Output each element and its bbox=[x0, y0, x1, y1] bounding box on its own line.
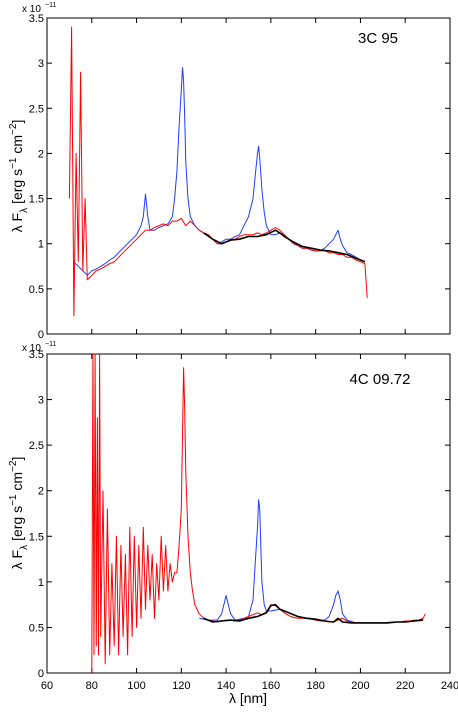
ylabel-close: ] bbox=[9, 457, 25, 461]
ytick-label: 0.5 bbox=[29, 622, 44, 634]
svg-text:λ Fλ[erg s−1 cm−2]: λ Fλ [erg s−1 cm−2] bbox=[8, 120, 30, 233]
panel-bottom: 4C 09.72 x 10 −11 λ Fλ [erg s−1 cm−2] 0 0.… bbox=[8, 341, 458, 706]
ytick-label: 2.5 bbox=[29, 103, 44, 115]
ylabel-sub: λ bbox=[19, 208, 30, 213]
panel-top-ylabel: λ Fλ [erg s−1 cm−2] bbox=[8, 120, 30, 233]
xtick-label: 180 bbox=[306, 680, 324, 692]
panel-top-xticks bbox=[46, 18, 451, 334]
panel-top-scale-label: x 10 −11 bbox=[22, 2, 56, 15]
ylabel-lambda-f: λ F bbox=[9, 550, 25, 569]
ytick-label: 2 bbox=[38, 486, 44, 498]
panel-bottom-series bbox=[91, 353, 426, 674]
panel-top-scale-power: −11 bbox=[45, 2, 56, 9]
xtick-label: 220 bbox=[396, 680, 414, 692]
ytick-label: 3.5 bbox=[29, 349, 44, 361]
panel-bottom-xticks: 60 80 100 120 140 160 180 200 220 240 bbox=[41, 354, 458, 692]
panel-bottom-black-smoothed-line bbox=[203, 603, 424, 624]
xtick-label: 140 bbox=[217, 680, 235, 692]
ytick-label: 2.5 bbox=[29, 440, 44, 452]
panel-top-series bbox=[68, 26, 368, 317]
xtick-label: 60 bbox=[41, 680, 53, 692]
xtick-label: 160 bbox=[262, 680, 280, 692]
ylabel-exp1: −1 bbox=[8, 157, 19, 169]
ylabel-exp1: −1 bbox=[8, 494, 19, 506]
ytick-label: 1 bbox=[38, 577, 44, 589]
panel-bottom-scale-label: x 10 −11 bbox=[22, 341, 56, 354]
ylabel-lambda-f: λ F bbox=[9, 213, 25, 232]
ytick-label: 1 bbox=[38, 239, 44, 251]
panel-bottom-yticks: 0 0.5 1 1.5 2 2.5 3 3.5 bbox=[29, 349, 450, 680]
panel-bottom-ylabel: λ Fλ [erg s−1 cm−2] bbox=[8, 457, 30, 570]
panel-top-frame bbox=[46, 17, 451, 335]
panel-bottom-frame bbox=[46, 353, 451, 674]
ytick-label: 3 bbox=[38, 395, 44, 407]
xtick-label: 80 bbox=[86, 680, 98, 692]
panel-bottom-scale-base: x 10 bbox=[22, 343, 41, 354]
panel-top-title: 3C 95 bbox=[358, 30, 398, 47]
xtick-label: 240 bbox=[441, 680, 458, 692]
xtick-label: 100 bbox=[127, 680, 145, 692]
ytick-label: 0 bbox=[38, 329, 44, 341]
ytick-label: 0.5 bbox=[29, 284, 44, 296]
ylabel-units: [erg s bbox=[9, 506, 25, 541]
ylabel-close: ] bbox=[9, 120, 25, 124]
ytick-label: 2 bbox=[38, 148, 44, 160]
panel-top: 3C 95 x 10 −11 λ Fλ [erg s−1 cm−2] 0 0.5 1 1… bbox=[8, 2, 451, 341]
ytick-label: 0 bbox=[38, 668, 44, 680]
ylabel-cm: cm bbox=[9, 472, 25, 495]
panel-top-black-smoothed-line bbox=[203, 229, 366, 263]
ytick-label: 3 bbox=[38, 58, 44, 70]
panel-top-scale-base: x 10 bbox=[22, 4, 41, 15]
ylabel-exp2: −2 bbox=[8, 123, 19, 135]
ylabel-cm: cm bbox=[9, 135, 25, 158]
panel-bottom-red-spectrum-line bbox=[91, 353, 426, 674]
panel-bottom-title: 4C 09.72 bbox=[350, 371, 411, 388]
svg-text:λ Fλ[erg s−1 cm−2]: λ Fλ [erg s−1 cm−2] bbox=[8, 457, 30, 570]
panel-top-yticks: 0 0.5 1 1.5 2 2.5 3 3.5 bbox=[29, 13, 450, 341]
panel-bottom-scale-power: −11 bbox=[45, 341, 56, 348]
ylabel-sub: λ bbox=[19, 545, 30, 550]
ytick-label: 1.5 bbox=[29, 531, 44, 543]
ylabel-exp2: −2 bbox=[8, 460, 19, 472]
ytick-label: 1.5 bbox=[29, 194, 44, 206]
x-axis-label: λ [nm] bbox=[229, 690, 267, 706]
ytick-label: 3.5 bbox=[29, 13, 44, 25]
ylabel-units: [erg s bbox=[9, 169, 25, 204]
xtick-label: 200 bbox=[351, 680, 369, 692]
xtick-label: 120 bbox=[172, 680, 190, 692]
